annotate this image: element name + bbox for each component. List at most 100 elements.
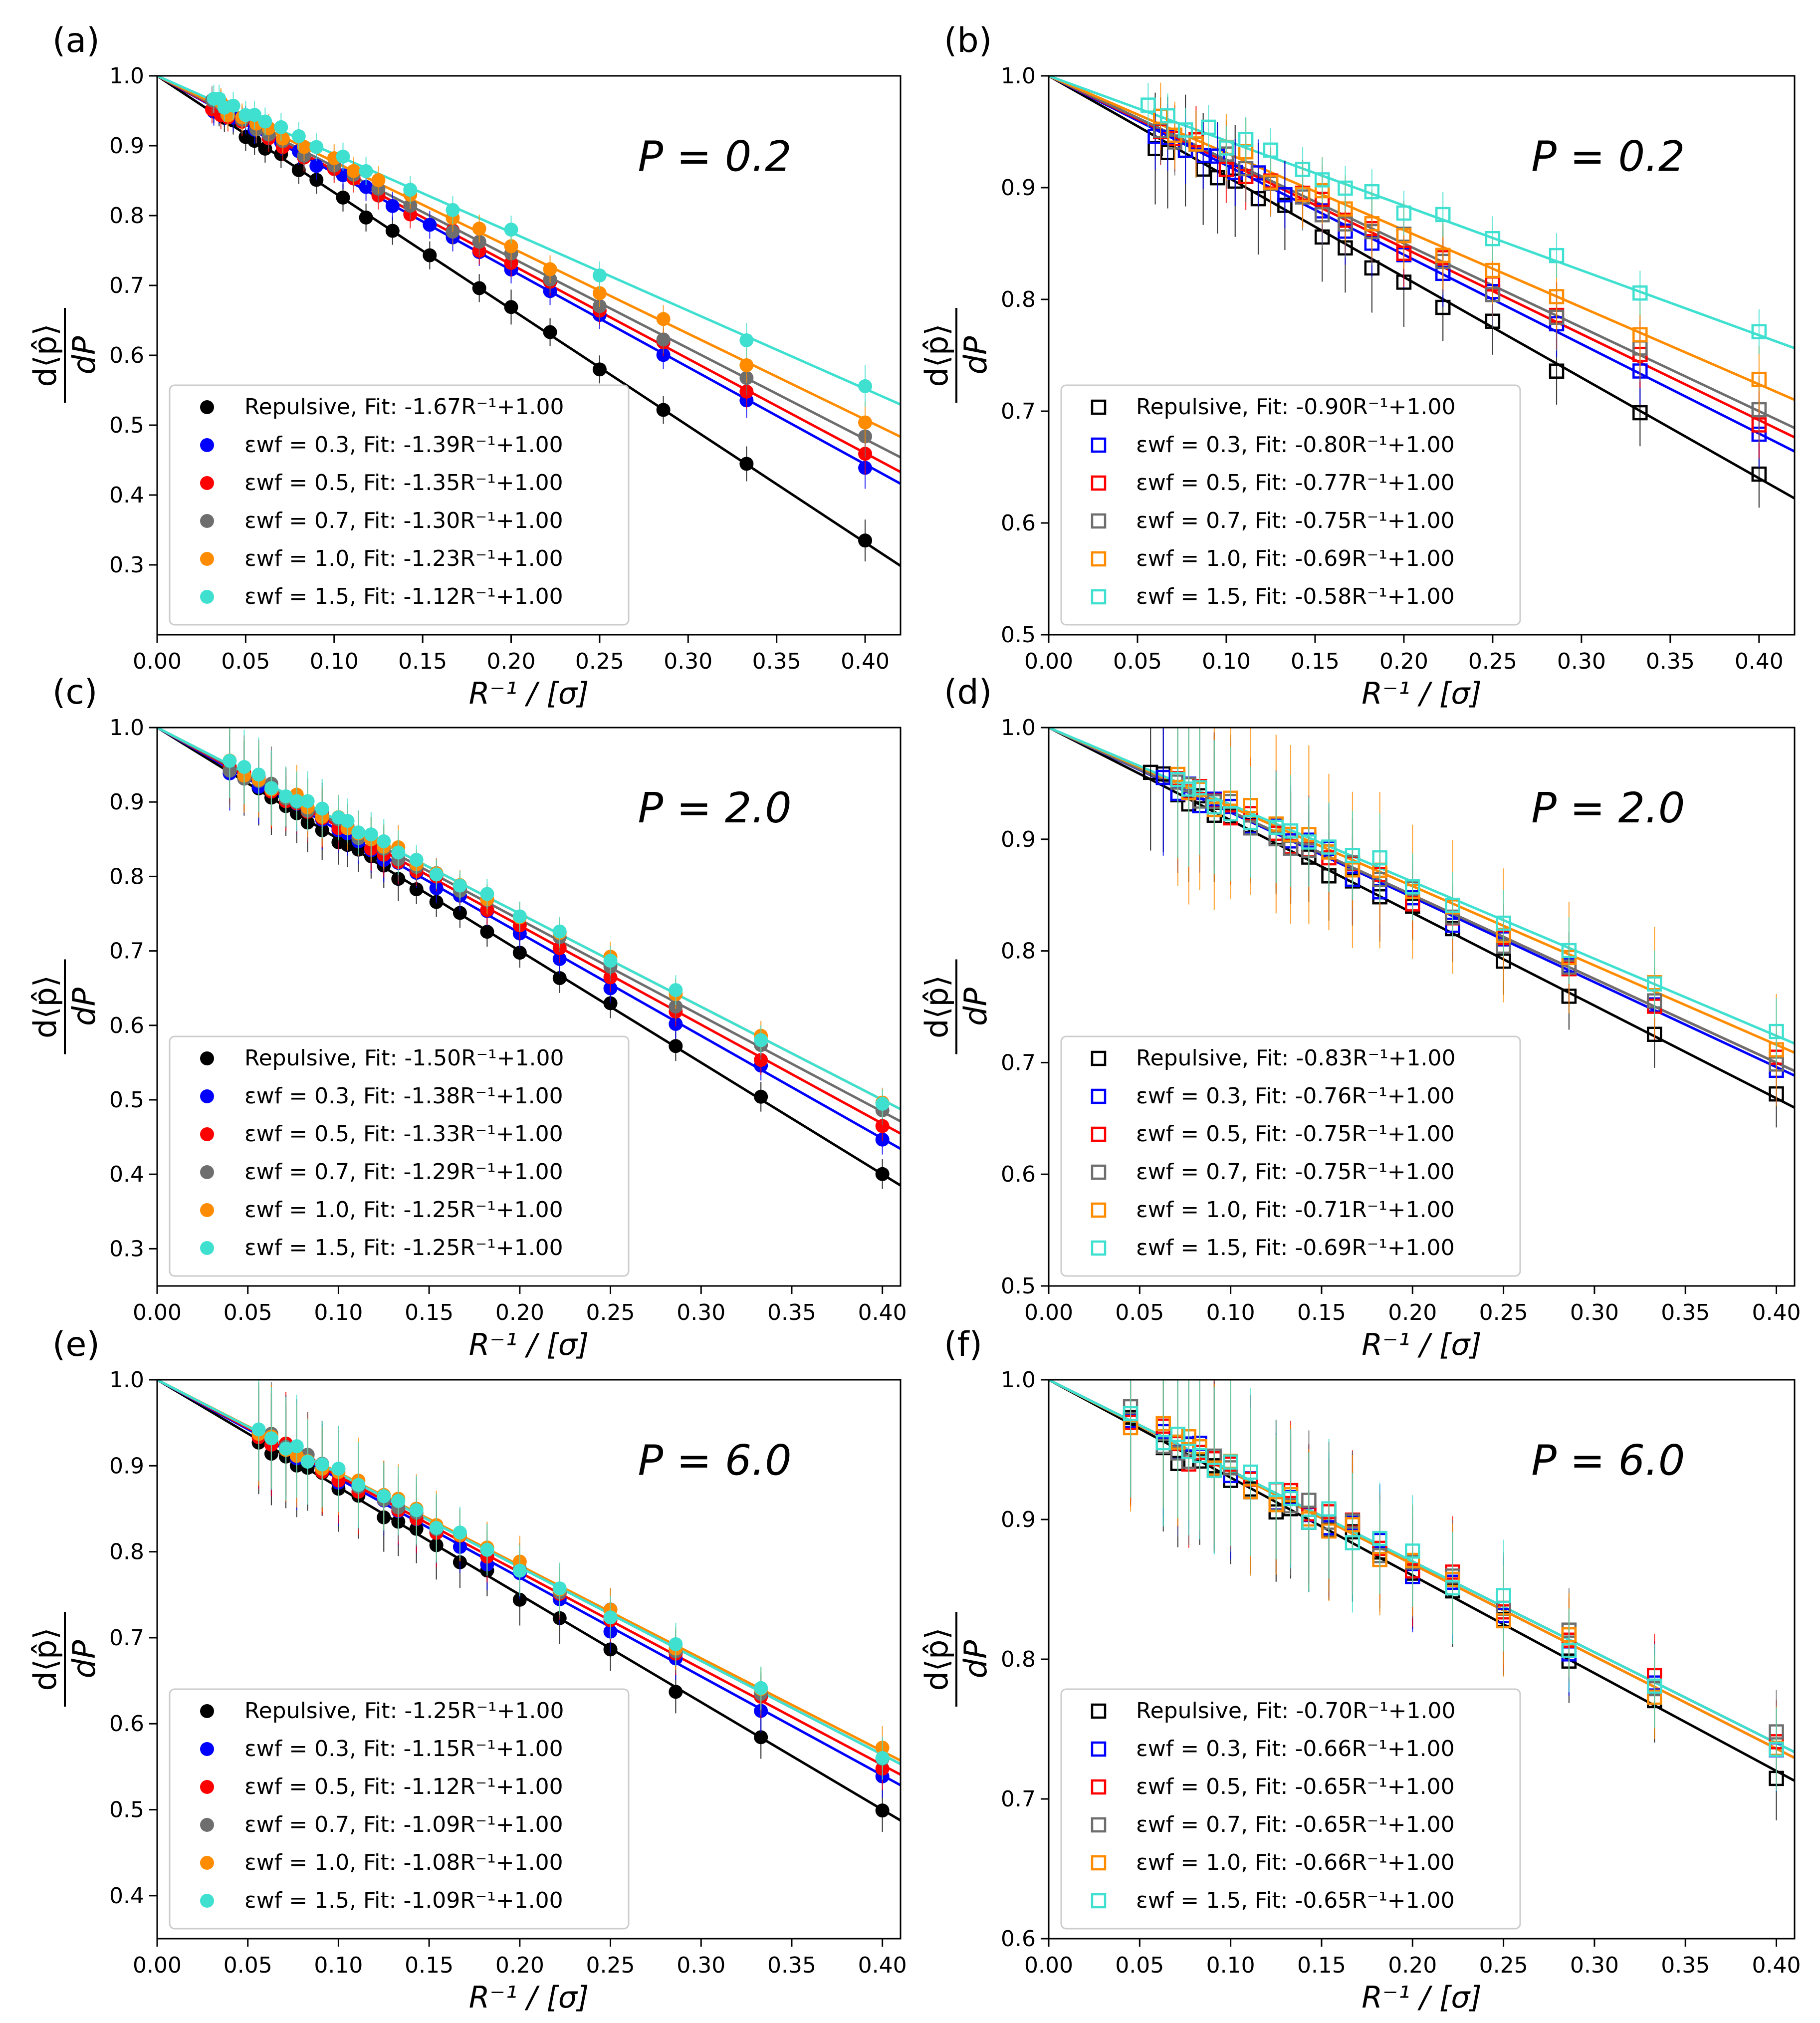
data-point bbox=[309, 140, 324, 154]
x-tick-label: 0.25 bbox=[1468, 649, 1517, 674]
data-point bbox=[207, 91, 221, 106]
data-point bbox=[237, 760, 251, 774]
series-cyan bbox=[207, 84, 873, 407]
y-tick-label: 0.9 bbox=[1001, 175, 1036, 201]
legend-marker-black bbox=[200, 1704, 214, 1718]
data-point bbox=[754, 1730, 768, 1745]
legend-marker-orange bbox=[1091, 1202, 1107, 1218]
legend-marker-orange bbox=[200, 1203, 214, 1217]
x-tick-label: 0.10 bbox=[1202, 649, 1251, 674]
data-point bbox=[1177, 122, 1193, 138]
pressure-annotation: P = 0.2 bbox=[638, 132, 791, 181]
fit-line-blue bbox=[1049, 76, 1795, 453]
data-point bbox=[552, 924, 567, 939]
data-point bbox=[371, 173, 386, 188]
data-point bbox=[1485, 231, 1501, 247]
x-tick-label: 0.20 bbox=[1379, 649, 1428, 674]
y-axis-label-numerator: d⟨p̂⟩ bbox=[918, 1627, 955, 1691]
data-point bbox=[1405, 1543, 1420, 1559]
x-tick-label: 0.10 bbox=[314, 1953, 363, 1978]
legend-marker-gray bbox=[200, 514, 214, 528]
data-point bbox=[385, 224, 400, 238]
data-point bbox=[1283, 823, 1299, 839]
axes-frame bbox=[1048, 75, 1796, 636]
x-tick-label: 0.35 bbox=[752, 649, 801, 674]
y-tick-label: 0.6 bbox=[1001, 1162, 1036, 1187]
legend-entry: εwf = 0.7, Fit: -1.09R⁻¹+1.00 bbox=[244, 1812, 563, 1837]
panel-label: (c) bbox=[52, 673, 97, 712]
legend-entry: Repulsive, Fit: -1.25R⁻¹+1.00 bbox=[244, 1698, 564, 1724]
panel-label: (e) bbox=[52, 1325, 100, 1364]
axes-frame bbox=[156, 1379, 902, 1940]
legend: Repulsive, Fit: -0.83R⁻¹+1.00 εwf = 0.3, … bbox=[1060, 1035, 1521, 1277]
data-point bbox=[1301, 1515, 1317, 1530]
data-point bbox=[391, 1494, 406, 1508]
y-axis-label: d⟨p̂⟩ dP bbox=[918, 1612, 994, 1707]
legend-entry: Repulsive, Fit: -1.67R⁻¹+1.00 bbox=[244, 394, 564, 420]
x-tick-label: 0.35 bbox=[1661, 1300, 1710, 1325]
legend-marker-cyan bbox=[1091, 1893, 1107, 1909]
x-tick-label: 0.15 bbox=[1291, 649, 1340, 674]
x-axis-label: R⁻¹ / [σ] bbox=[469, 1327, 589, 1362]
series-cyan bbox=[251, 1380, 890, 1780]
data-point bbox=[275, 131, 290, 146]
y-axis-label-numerator: d⟨p̂⟩ bbox=[918, 975, 955, 1038]
data-point bbox=[351, 825, 366, 840]
data-point bbox=[1751, 371, 1767, 387]
data-point bbox=[754, 1681, 768, 1695]
x-tick-label: 0.40 bbox=[1752, 1300, 1801, 1325]
legend-entry: εwf = 1.0, Fit: -0.69R⁻¹+1.00 bbox=[1136, 546, 1455, 571]
pressure-annotation: P = 6.0 bbox=[638, 1436, 791, 1485]
legend-entry: εwf = 1.0, Fit: -1.08R⁻¹+1.00 bbox=[244, 1850, 563, 1875]
x-axis-label: R⁻¹ / [σ] bbox=[469, 1980, 589, 2015]
x-tick-label: 0.10 bbox=[1206, 1953, 1255, 1978]
data-point bbox=[603, 1610, 618, 1625]
data-point bbox=[1201, 119, 1216, 135]
x-tick-label: 0.25 bbox=[1479, 1953, 1528, 1978]
legend-frame bbox=[169, 384, 630, 626]
data-point bbox=[552, 971, 567, 986]
legend-entry: εwf = 0.5, Fit: -0.75R⁻¹+1.00 bbox=[1136, 1121, 1455, 1147]
data-point bbox=[1263, 174, 1279, 190]
data-point bbox=[453, 878, 467, 893]
data-point bbox=[331, 810, 346, 825]
legend-entry: εwf = 1.0, Fit: -1.25R⁻¹+1.00 bbox=[244, 1197, 563, 1223]
x-axis-label: R⁻¹ / [σ] bbox=[469, 676, 589, 711]
data-point bbox=[1155, 769, 1171, 785]
data-point bbox=[739, 358, 754, 372]
data-point bbox=[385, 199, 400, 213]
data-point bbox=[1277, 187, 1293, 203]
data-point bbox=[1206, 799, 1222, 815]
data-point bbox=[512, 1592, 527, 1607]
data-point bbox=[289, 794, 304, 808]
legend-marker-gray bbox=[1091, 1817, 1107, 1833]
panel-a: (a) 0.00 0.05 0.10 0.15 0.20 0.25 0.30 0.35 0.40 0… bbox=[27, 21, 902, 711]
data-point bbox=[858, 415, 873, 430]
y-tick-label: 0.5 bbox=[1001, 1273, 1036, 1299]
fit-line-black bbox=[1049, 728, 1795, 1109]
y-tick-label: 0.7 bbox=[109, 939, 144, 964]
y-axis-label-denominator: dP bbox=[957, 1640, 994, 1678]
data-point bbox=[1632, 285, 1648, 301]
legend: Repulsive, Fit: -0.70R⁻¹+1.00 εwf = 0.3, … bbox=[1060, 1688, 1521, 1930]
data-point bbox=[1181, 781, 1197, 797]
legend-marker-orange bbox=[1091, 551, 1107, 567]
x-tick-label: 0.00 bbox=[1024, 1953, 1073, 1978]
data-point bbox=[1396, 205, 1412, 221]
data-point bbox=[1155, 1435, 1171, 1451]
data-point bbox=[251, 767, 266, 782]
legend-entry: εwf = 1.5, Fit: -1.12R⁻¹+1.00 bbox=[244, 584, 563, 609]
x-tick-label: 0.05 bbox=[1113, 649, 1162, 674]
legend-marker-black bbox=[1091, 399, 1107, 415]
legend-entry: εwf = 0.3, Fit: -0.76R⁻¹+1.00 bbox=[1136, 1083, 1455, 1109]
data-point bbox=[1345, 848, 1361, 863]
panel-label: (b) bbox=[944, 21, 992, 60]
x-tick-label: 0.30 bbox=[1557, 649, 1606, 674]
data-point bbox=[297, 140, 311, 154]
fit-line-cyan bbox=[157, 728, 901, 1110]
legend-entry: εwf = 0.7, Fit: -0.75R⁻¹+1.00 bbox=[1136, 508, 1455, 533]
data-point bbox=[1218, 140, 1234, 156]
data-point bbox=[875, 1167, 890, 1181]
legend-frame bbox=[1060, 1035, 1521, 1277]
data-point bbox=[336, 149, 350, 164]
